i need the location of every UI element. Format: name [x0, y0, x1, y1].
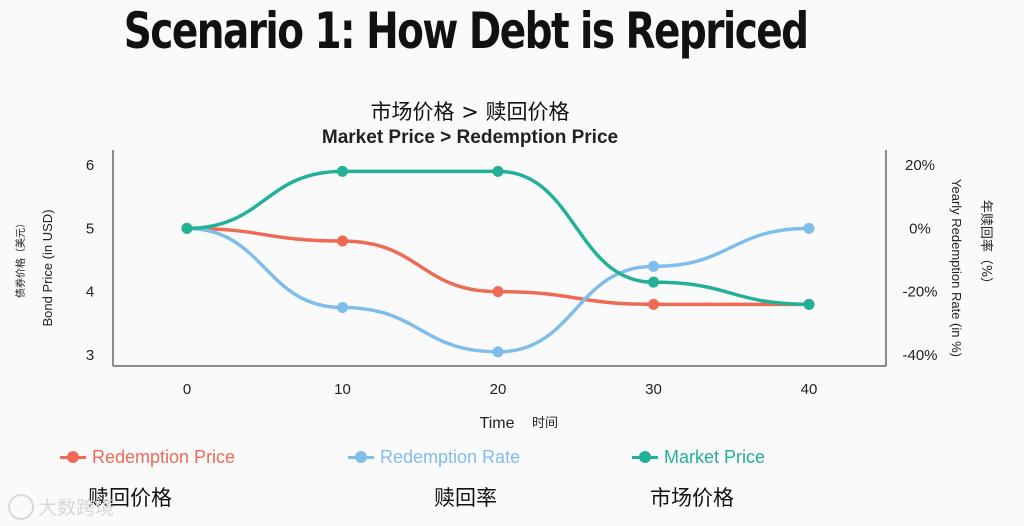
data-point-redemption-price	[648, 298, 659, 310]
legend-cn-market-price: 市场价格	[650, 486, 734, 510]
legend-item-market-price: Market Price	[632, 445, 765, 469]
data-point-market-price	[648, 276, 659, 288]
data-point-redemption-rate	[803, 222, 815, 234]
watermark-text: 大数跨境	[38, 497, 115, 519]
data-point-market-price	[181, 222, 193, 234]
y2-tick-label: 20%	[905, 157, 935, 174]
y2-axis-label-cn: 年赎回率（%）	[978, 200, 994, 290]
x-tick-label: 0	[183, 381, 191, 398]
y-tick-label: 4	[86, 284, 94, 301]
data-point-redemption-rate	[337, 302, 348, 313]
data-point-redemption-rate	[492, 346, 504, 358]
legend-label-market-price: Market Price	[664, 446, 766, 467]
x-tick-label: 40	[801, 381, 818, 398]
data-point-market-price	[337, 165, 348, 177]
y2-axis-label: Yearly Redemption Rate (in %)	[949, 179, 964, 357]
y-axis-label-cn: 债券价格（美元）	[14, 218, 27, 298]
x-tick-label: 20	[490, 381, 507, 398]
watermark-logo: 大数跨境	[8, 493, 114, 520]
data-point-redemption-price	[492, 286, 504, 298]
x-axis-label: Time	[480, 415, 515, 432]
legend-label-redemption-price: Redemption Price	[92, 446, 236, 467]
legend-label-redemption-rate: Redemption Rate	[380, 446, 521, 467]
y-axis-label: Bond Price (in USD)	[40, 209, 55, 326]
y2-tick-label: -20%	[902, 284, 937, 301]
series-line-market-price	[185, 169, 811, 307]
x-axis-label-cn: 时间	[532, 416, 558, 431]
legend-redemption-price-swatch	[60, 450, 86, 464]
page-title: Scenario 1: How Debt is Repriced	[123, 2, 809, 60]
data-point-redemption-price	[337, 235, 348, 247]
data-point-redemption-rate	[648, 260, 659, 272]
data-point-market-price	[803, 298, 815, 310]
legend-market-price-swatch	[632, 450, 658, 464]
y-tick-label: 5	[86, 220, 94, 237]
legend-cn-redemption-price: 赎回价格	[88, 486, 172, 510]
y-tick-label: 6	[86, 157, 94, 174]
data-point-market-price	[492, 165, 504, 177]
y2-tick-label: -40%	[902, 347, 937, 364]
legend-item-redemption-price: Redemption Price	[60, 445, 235, 469]
legend-cn-redemption-rate: 赎回率	[434, 486, 497, 510]
y2-tick-label: 0%	[909, 220, 931, 237]
chart-subtitle: Market Price > Redemption Price	[321, 127, 619, 148]
legend-item-redemption-rate: Redemption Rate	[348, 445, 520, 469]
y-tick-label: 3	[86, 347, 94, 364]
x-tick-label: 30	[645, 381, 662, 398]
x-tick-label: 10	[334, 381, 351, 398]
legend-redemption-rate-swatch	[348, 450, 374, 464]
watermark-ring-icon	[8, 493, 34, 520]
chart-subtitle-cn: 市场价格 > 赎回价格	[370, 100, 570, 124]
